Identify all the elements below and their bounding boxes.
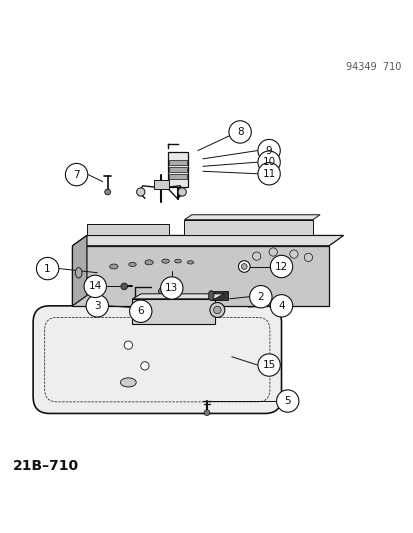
Circle shape xyxy=(213,306,221,314)
Circle shape xyxy=(270,255,292,278)
Circle shape xyxy=(268,248,277,256)
Circle shape xyxy=(257,163,280,185)
Bar xyxy=(169,160,187,165)
Text: 8: 8 xyxy=(236,127,243,137)
Circle shape xyxy=(257,140,280,161)
Text: 7: 7 xyxy=(73,169,80,180)
Circle shape xyxy=(86,295,108,317)
Circle shape xyxy=(289,250,297,258)
Circle shape xyxy=(304,253,312,262)
Polygon shape xyxy=(132,294,223,299)
Bar xyxy=(168,151,188,187)
Text: 6: 6 xyxy=(137,306,144,316)
Circle shape xyxy=(228,121,251,143)
Circle shape xyxy=(252,252,260,260)
Bar xyxy=(184,220,312,236)
Text: 11: 11 xyxy=(262,169,275,179)
Bar xyxy=(211,290,227,301)
Circle shape xyxy=(121,283,127,289)
Polygon shape xyxy=(72,246,328,306)
Circle shape xyxy=(270,295,292,317)
Circle shape xyxy=(276,390,298,412)
Text: 12: 12 xyxy=(274,262,287,271)
Circle shape xyxy=(140,362,149,370)
FancyBboxPatch shape xyxy=(33,306,281,414)
Bar xyxy=(169,167,187,172)
Polygon shape xyxy=(184,215,319,220)
Circle shape xyxy=(136,188,145,196)
Circle shape xyxy=(209,303,224,318)
Text: 2: 2 xyxy=(257,292,263,302)
Circle shape xyxy=(104,189,110,195)
Ellipse shape xyxy=(128,262,136,266)
Ellipse shape xyxy=(187,261,193,264)
Circle shape xyxy=(257,354,280,376)
Ellipse shape xyxy=(109,264,118,269)
Circle shape xyxy=(124,378,132,386)
Text: 14: 14 xyxy=(88,281,102,292)
Polygon shape xyxy=(72,236,343,246)
Ellipse shape xyxy=(174,259,181,263)
Circle shape xyxy=(257,151,280,173)
Circle shape xyxy=(168,279,175,287)
Ellipse shape xyxy=(120,378,136,387)
Circle shape xyxy=(36,257,59,280)
Text: 15: 15 xyxy=(262,360,275,370)
Circle shape xyxy=(160,277,183,299)
Ellipse shape xyxy=(161,259,169,263)
Circle shape xyxy=(165,292,172,299)
Text: 13: 13 xyxy=(165,283,178,293)
Circle shape xyxy=(158,288,166,295)
Text: 21B–710: 21B–710 xyxy=(12,459,78,473)
Bar xyxy=(132,299,215,324)
Text: 9: 9 xyxy=(265,146,272,156)
Text: 1: 1 xyxy=(44,264,51,273)
Circle shape xyxy=(65,164,88,186)
Bar xyxy=(169,174,187,179)
Ellipse shape xyxy=(145,260,153,265)
Text: 3: 3 xyxy=(94,301,100,311)
Circle shape xyxy=(238,261,249,272)
Circle shape xyxy=(178,188,186,196)
Ellipse shape xyxy=(208,290,214,301)
Polygon shape xyxy=(72,236,87,306)
Ellipse shape xyxy=(75,268,82,278)
Circle shape xyxy=(241,264,247,269)
Circle shape xyxy=(129,300,152,322)
Text: 4: 4 xyxy=(278,301,284,311)
Text: 10: 10 xyxy=(262,157,275,167)
Circle shape xyxy=(204,410,209,416)
Text: 94349  710: 94349 710 xyxy=(345,62,401,72)
Circle shape xyxy=(84,275,106,297)
Bar xyxy=(154,180,169,189)
Circle shape xyxy=(124,341,132,349)
Bar xyxy=(87,224,169,236)
Text: 5: 5 xyxy=(284,396,290,406)
Circle shape xyxy=(249,286,271,308)
